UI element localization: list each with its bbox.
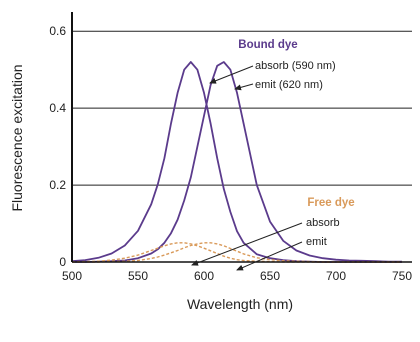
x-tick-label: 750 [392, 269, 412, 283]
free-absorb-arrow [191, 222, 303, 266]
y-tick-label: 0.2 [49, 178, 66, 192]
series-line-3 [72, 242, 402, 263]
y-tick-label: 0 [59, 255, 66, 269]
free-emit-arrow [236, 241, 303, 271]
gridlines [72, 30, 412, 186]
y-axis-title: Fluorescence excitation [9, 64, 25, 211]
x-tick-labels: 500 550 600 650 700 750 [62, 269, 412, 283]
x-tick-label: 500 [62, 269, 82, 283]
bound-absorb-label: absorb (590 nm) [255, 60, 336, 72]
x-tick-label: 600 [194, 269, 214, 283]
bound-emit-arrow [234, 83, 254, 91]
bound-emit-label: emit (620 nm) [255, 79, 323, 91]
series-line-1 [72, 61, 402, 263]
free-absorb-label: absorb [306, 217, 340, 229]
y-tick-labels: 0 0.2 0.4 0.6 [49, 24, 66, 269]
free-dye-label: Free dye [307, 197, 354, 209]
y-tick-label: 0.6 [49, 24, 66, 38]
series-line-2 [71, 242, 402, 263]
x-tick-label: 650 [260, 269, 280, 283]
annotations: Bound dye absorb (590 nm) emit (620 nm) … [191, 39, 355, 271]
axes [71, 12, 412, 263]
x-axis-title: Wavelength (nm) [187, 296, 293, 312]
x-tick-label: 700 [326, 269, 346, 283]
y-tick-label: 0.4 [49, 101, 66, 115]
x-tick-label: 550 [128, 269, 148, 283]
bound-absorb-arrow [209, 65, 254, 84]
free-emit-label: emit [306, 236, 327, 248]
bound-dye-label: Bound dye [238, 39, 297, 51]
series-lines [71, 61, 402, 263]
